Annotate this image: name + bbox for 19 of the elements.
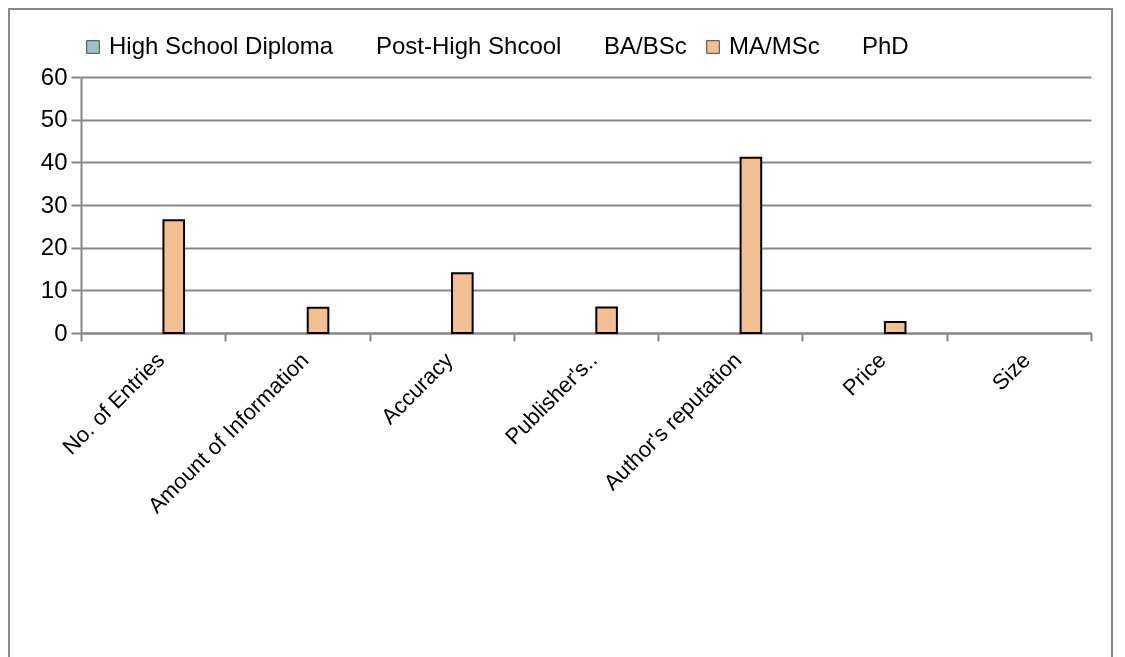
y-tick-label: 60 [40, 62, 68, 90]
bar [595, 306, 618, 334]
text: BA/BSc [604, 32, 687, 59]
y-tick-label: 30 [40, 190, 68, 218]
text: Post-High Shcool [376, 32, 562, 59]
y-tick-label: 0 [54, 318, 68, 346]
legend-label: High School Diploma [109, 32, 334, 59]
y-tick-label: 40 [40, 147, 68, 175]
bar [739, 156, 763, 334]
bar [883, 320, 907, 334]
y-tick-label: 20 [40, 233, 68, 261]
text: PhD [862, 32, 909, 59]
bar [451, 272, 474, 334]
y-tick-label: 10 [40, 275, 68, 303]
x-tick-label: Size [986, 347, 1035, 396]
legend-label: MA/MSc [729, 32, 820, 59]
y-tick-label: 50 [40, 105, 68, 133]
bar [162, 219, 186, 334]
bar [306, 306, 330, 334]
